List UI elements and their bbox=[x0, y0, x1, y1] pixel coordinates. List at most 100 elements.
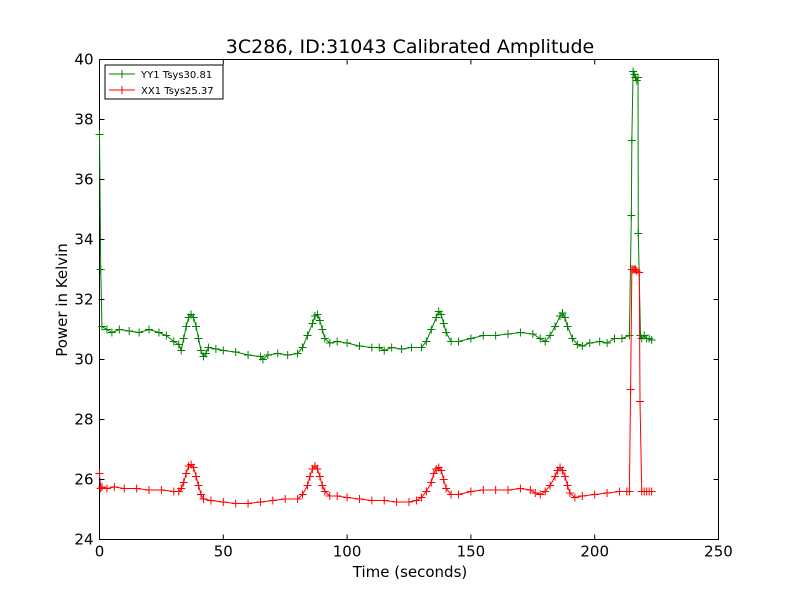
x-tick-label: 200 bbox=[580, 543, 609, 561]
data-point bbox=[595, 337, 604, 346]
data-point bbox=[313, 465, 322, 473]
data-point bbox=[466, 334, 475, 343]
data-point bbox=[442, 484, 451, 493]
data-point bbox=[315, 316, 324, 325]
data-point bbox=[397, 345, 406, 353]
data-point bbox=[283, 351, 292, 359]
x-tick-label: 250 bbox=[704, 543, 733, 561]
data-point bbox=[627, 211, 636, 220]
data-point bbox=[387, 343, 396, 352]
data-point bbox=[102, 325, 111, 334]
data-point bbox=[177, 346, 186, 355]
y-tick-label: 34 bbox=[74, 231, 93, 249]
data-point bbox=[634, 73, 643, 82]
y-tick-label: 28 bbox=[74, 411, 93, 429]
data-point bbox=[516, 484, 525, 493]
data-point bbox=[333, 492, 342, 500]
data-point bbox=[427, 478, 436, 487]
data-point bbox=[197, 490, 206, 499]
legend-marker bbox=[118, 86, 126, 94]
data-point bbox=[303, 331, 312, 340]
data-point bbox=[197, 346, 206, 355]
y-tick-label: 38 bbox=[74, 111, 93, 129]
legend-label: YY1 Tsys30.81 bbox=[140, 70, 212, 81]
data-point bbox=[298, 490, 307, 499]
data-point bbox=[157, 486, 166, 494]
data-point bbox=[625, 487, 634, 496]
data-point bbox=[504, 330, 513, 338]
data-point bbox=[560, 472, 569, 481]
data-point bbox=[355, 342, 364, 350]
data-point bbox=[201, 349, 210, 358]
data-point bbox=[610, 334, 619, 343]
data-point bbox=[573, 340, 582, 349]
data-point bbox=[531, 489, 540, 497]
data-point bbox=[182, 469, 191, 478]
data-point bbox=[412, 496, 421, 505]
data-point bbox=[429, 469, 438, 478]
x-axis-label: Time (seconds) bbox=[352, 563, 468, 581]
series-1 bbox=[95, 67, 656, 364]
data-point bbox=[551, 322, 560, 331]
data-point bbox=[95, 469, 104, 478]
data-point bbox=[536, 490, 545, 499]
data-point bbox=[392, 498, 401, 506]
data-point bbox=[439, 319, 448, 328]
data-point bbox=[551, 472, 560, 481]
data-point bbox=[560, 313, 569, 322]
series-line bbox=[99, 71, 652, 361]
y-tick-label: 40 bbox=[74, 51, 93, 69]
series-2 bbox=[95, 265, 656, 508]
data-point bbox=[120, 484, 129, 493]
data-point bbox=[192, 322, 201, 331]
x-tick-label: 50 bbox=[214, 543, 233, 561]
data-point bbox=[194, 481, 203, 490]
data-point bbox=[634, 229, 643, 238]
data-point bbox=[219, 498, 228, 506]
data-point bbox=[516, 328, 525, 337]
data-point bbox=[526, 486, 535, 494]
data-point bbox=[145, 325, 154, 334]
data-point bbox=[110, 483, 119, 491]
data-point bbox=[558, 309, 567, 317]
data-point bbox=[647, 336, 656, 344]
data-point bbox=[293, 349, 302, 358]
plot-area: 0 50 100 150 200 250 24 26 28 30 32 34 36 38 40 bbox=[74, 51, 732, 561]
data-point bbox=[439, 475, 448, 484]
data-point bbox=[625, 331, 634, 340]
data-point bbox=[570, 493, 579, 502]
data-point bbox=[308, 319, 317, 328]
data-point bbox=[479, 331, 488, 340]
data-point bbox=[102, 484, 111, 493]
data-point bbox=[95, 130, 104, 139]
legend-marker bbox=[118, 70, 126, 78]
x-tick-label: 150 bbox=[457, 543, 486, 561]
data-point bbox=[174, 340, 183, 349]
data-point bbox=[491, 486, 500, 494]
data-point bbox=[325, 492, 334, 500]
plot-frame bbox=[99, 59, 719, 540]
y-tick-label: 26 bbox=[74, 471, 93, 489]
data-point bbox=[303, 481, 312, 490]
data-point bbox=[192, 472, 201, 481]
data-point bbox=[154, 328, 163, 337]
data-point bbox=[293, 495, 302, 503]
data-point bbox=[626, 385, 635, 394]
data-point bbox=[315, 472, 324, 481]
data-point bbox=[343, 493, 352, 502]
data-point bbox=[244, 499, 253, 508]
data-point bbox=[325, 339, 334, 347]
data-point bbox=[437, 466, 446, 475]
data-point bbox=[417, 493, 426, 502]
data-point bbox=[135, 328, 144, 337]
data-point bbox=[231, 499, 240, 508]
y-tick-label: 32 bbox=[74, 291, 93, 309]
data-point bbox=[454, 337, 463, 346]
data-point bbox=[189, 463, 198, 472]
data-point bbox=[258, 355, 267, 364]
data-point bbox=[305, 472, 314, 481]
data-point bbox=[603, 489, 612, 497]
data-point bbox=[177, 484, 186, 493]
series-layer bbox=[95, 67, 656, 508]
